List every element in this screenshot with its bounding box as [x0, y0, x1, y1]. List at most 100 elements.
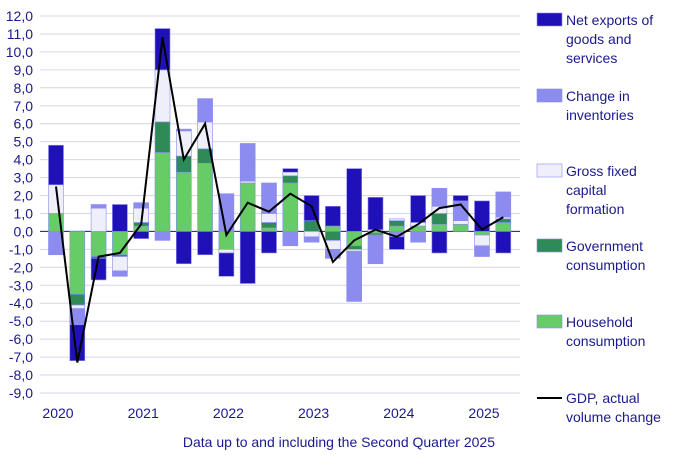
bar-segment	[261, 182, 277, 214]
y-tick-label: 4,0	[14, 152, 34, 168]
y-axis: -9,0 -8,0 -7,0 -6,0 -5,0 -4,0 -3,0 -2,0 -1,0 0,0 1…	[6, 8, 33, 401]
bar-segment	[261, 213, 277, 223]
bar-segment	[346, 168, 363, 232]
bar-segment	[452, 223, 469, 232]
legend-line: services	[566, 50, 617, 66]
x-tick-label: 2020	[42, 405, 73, 421]
bar-segment	[239, 231, 256, 284]
bar-segment	[495, 222, 512, 232]
bar-segment	[133, 202, 149, 209]
bar-segment	[48, 144, 64, 186]
bar-segment	[69, 231, 86, 295]
bar-segment	[112, 204, 128, 232]
bar-segment	[474, 231, 490, 236]
bar-segment	[431, 231, 448, 254]
y-tick-label: -4,0	[9, 295, 33, 311]
x-tick-label: 2021	[128, 405, 159, 421]
legend: Net exports of goods and services Change in…	[536, 12, 661, 425]
bar-segment	[112, 256, 128, 272]
legend-line: inventories	[566, 107, 634, 123]
bar-segment	[90, 231, 107, 257]
stacked-bars	[48, 28, 512, 361]
bar-segment	[325, 231, 341, 241]
legend-line: Gross fixed	[566, 163, 637, 179]
legend-swatch	[536, 88, 563, 103]
data-note: Data up to and including the Second Quar…	[183, 434, 495, 450]
bar-segment	[197, 162, 213, 232]
y-tick-label: 6,0	[14, 116, 34, 132]
bar-segment	[239, 182, 256, 232]
y-tick-label: 12,0	[6, 8, 33, 24]
gdp-line	[55, 37, 504, 363]
y-tick-label: 1,0	[14, 205, 34, 221]
bar-segment	[303, 236, 320, 243]
bar-segment	[112, 270, 128, 277]
y-tick-label: -2,0	[9, 259, 33, 275]
bar-segment	[261, 231, 277, 254]
bar-segment	[410, 231, 426, 243]
bar-segment	[176, 231, 192, 265]
bar-segment	[388, 225, 405, 232]
bar-segment	[431, 223, 448, 232]
bar-segment	[218, 252, 235, 277]
bar-segment	[346, 250, 363, 302]
bar-segment	[367, 197, 384, 230]
y-tick-label: -1,0	[9, 241, 33, 257]
bar-segment	[431, 188, 448, 207]
y-tick-label: 7,0	[14, 98, 34, 114]
legend-line: consumption	[566, 257, 645, 273]
legend-swatch	[536, 163, 563, 178]
legend-swatch	[536, 238, 563, 253]
x-tick-label: 2023	[298, 405, 329, 421]
y-tick-label: 3,0	[14, 170, 34, 186]
bar-segment	[431, 213, 448, 225]
legend-line: capital	[566, 182, 606, 198]
legend-entry: GDP, actual volume change	[566, 390, 661, 425]
legend-line: Net exports of	[566, 12, 653, 28]
bar-segment	[495, 231, 512, 254]
bar-segment	[90, 207, 107, 232]
y-tick-label: 9,0	[14, 62, 34, 78]
y-tick-label: 5,0	[14, 134, 34, 150]
legend-entry: Net exports of goods and services	[566, 12, 653, 66]
y-tick-label: -9,0	[9, 385, 33, 401]
x-tick-label: 2025	[468, 405, 499, 421]
legend-line: volume change	[566, 409, 661, 425]
bar-segment	[239, 143, 256, 182]
bar-segment	[282, 175, 299, 184]
legend-line: Change in	[566, 88, 630, 104]
gdp-line-series	[55, 37, 504, 363]
bar-segment	[452, 195, 469, 202]
bar-segment	[325, 205, 341, 227]
bar-segment	[218, 249, 235, 254]
legend-entry: Government consumption	[566, 238, 645, 273]
x-tick-label: 2024	[383, 405, 414, 421]
bar-segment	[69, 304, 86, 309]
bar-segment	[154, 231, 171, 241]
bar-segment	[282, 231, 299, 247]
legend-swatch	[536, 12, 563, 27]
bar-segment	[388, 218, 405, 221]
legend-line: consumption	[566, 333, 645, 349]
bar-segment	[367, 234, 384, 265]
bar-segment	[495, 191, 512, 218]
legend-line: formation	[566, 201, 624, 217]
bar-segment	[197, 98, 213, 123]
bar-segment	[261, 222, 277, 229]
y-tick-label: 10,0	[6, 44, 33, 60]
legend-entry: Gross fixed capital formation	[566, 163, 637, 217]
bar-segment	[261, 227, 277, 232]
y-tick-label: -3,0	[9, 277, 33, 293]
legend-line: Government	[566, 238, 643, 254]
legend-line: Household	[566, 314, 633, 330]
x-axis: 2020 2021 2022 2023 2024 2025	[42, 405, 499, 421]
legend-entry: Household consumption	[566, 314, 645, 349]
y-tick-label: -7,0	[9, 349, 33, 365]
bar-segment	[474, 245, 490, 257]
bar-segment	[410, 195, 426, 223]
bar-segment	[388, 236, 405, 250]
bar-segment	[197, 231, 213, 256]
y-tick-label: 0,0	[14, 223, 34, 239]
gridlines	[40, 15, 520, 394]
